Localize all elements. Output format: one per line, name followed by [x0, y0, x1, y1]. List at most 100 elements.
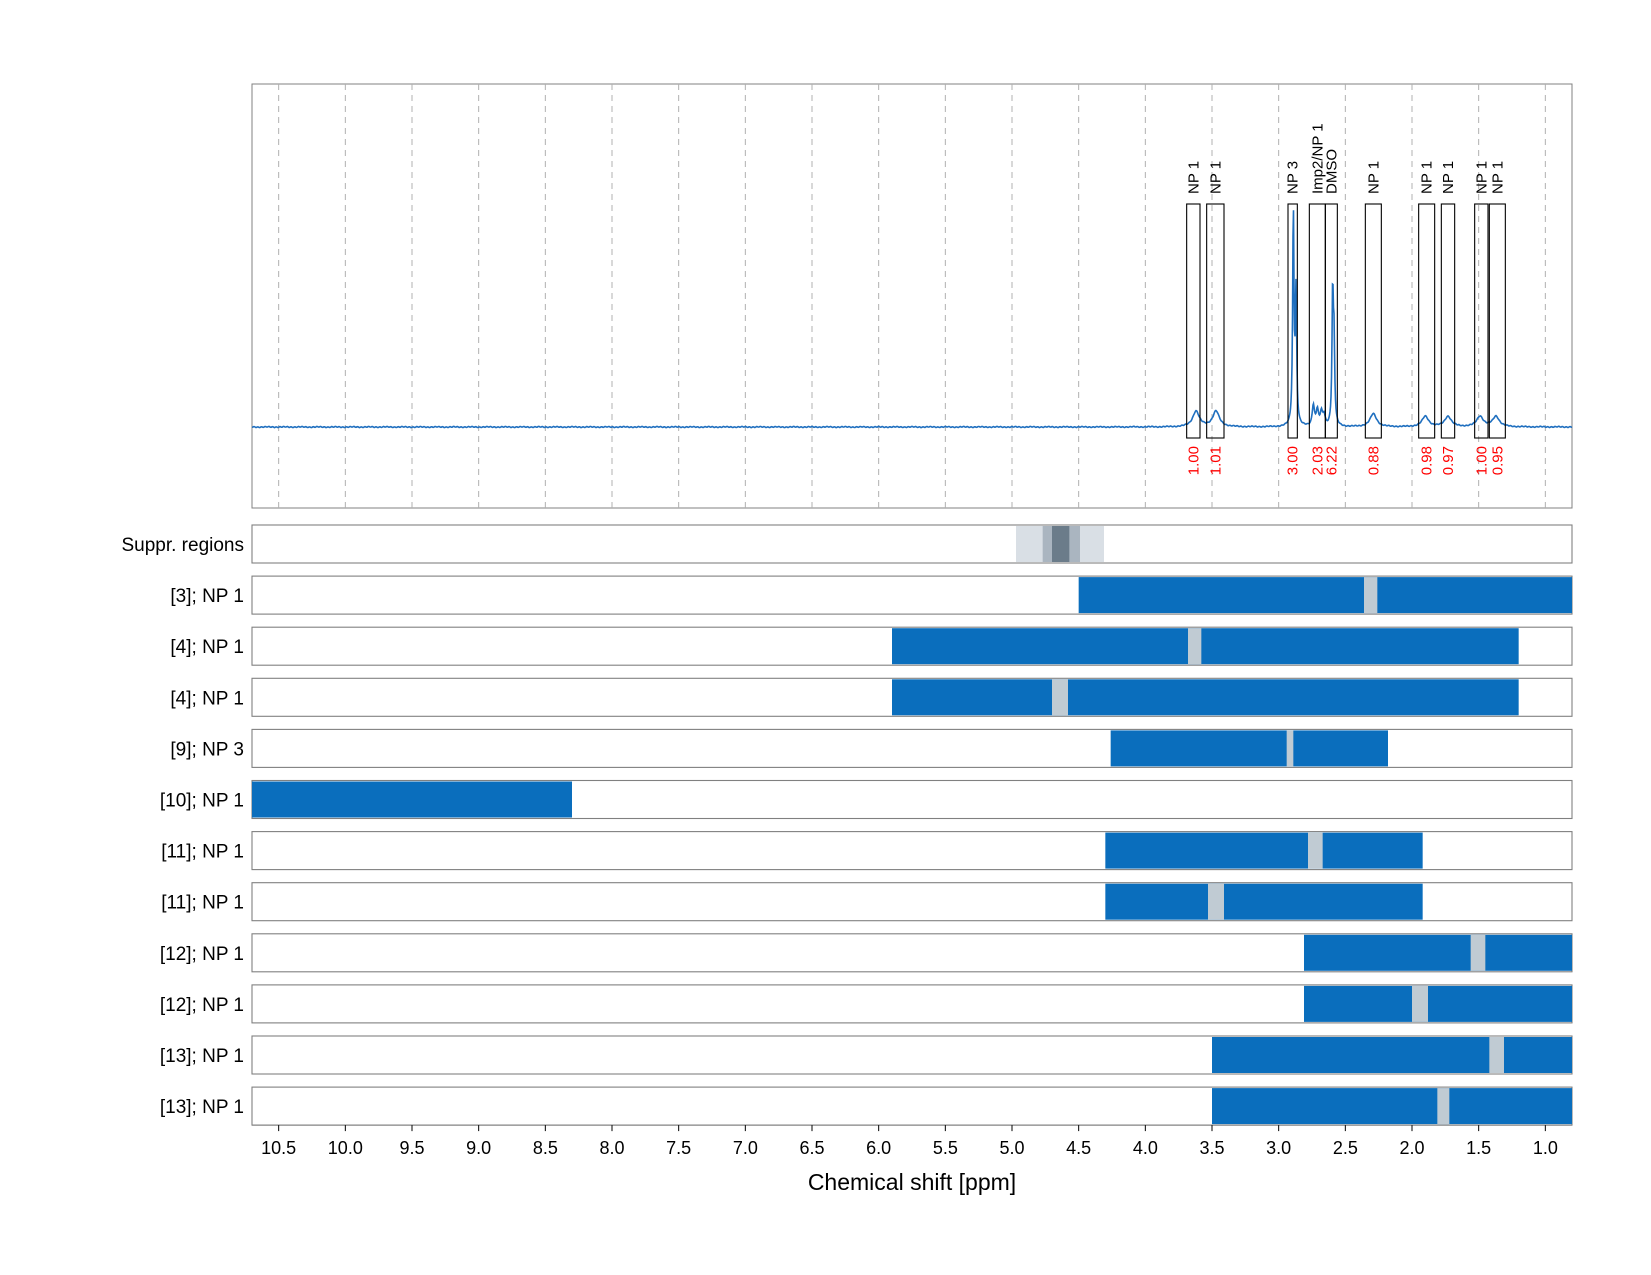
x-tick-label: 2.0 [1399, 1138, 1424, 1158]
range-bar [1212, 1088, 1572, 1125]
integration-label: Imp2/NP 1 [1309, 123, 1326, 194]
range-row: [11]; NP 1 [161, 831, 1573, 871]
row-frame [251, 524, 1573, 564]
row-label: [10]; NP 1 [160, 791, 244, 812]
peak-marker [1188, 628, 1202, 665]
x-axis: 10.5 10.0 9.5 9.0 8.5 8.0 7.5 7.0 6.5 6.0 5.5 5.0 4.… [252, 1124, 1572, 1158]
x-tick-label: 4.0 [1133, 1138, 1158, 1158]
row-label: [11]; NP 1 [161, 842, 244, 863]
integral-value: 3.00 [1285, 446, 1302, 475]
integral-value: 0.97 [1440, 446, 1457, 475]
row-label: [3]; NP 1 [170, 586, 244, 607]
peak-marker [1437, 1088, 1450, 1125]
peak-marker [1364, 577, 1378, 614]
integration-region: NP 1 1.00 [1185, 161, 1202, 475]
peak-marker [1286, 730, 1294, 767]
x-tick-label: 8.5 [533, 1138, 558, 1158]
row-label: [9]; NP 3 [170, 739, 244, 760]
spectrum-line [251, 210, 1573, 429]
range-bar [892, 628, 1519, 665]
integration-region: NP 1 0.88 [1364, 161, 1382, 475]
integration-label: NP 1 [1440, 161, 1457, 194]
range-bar [1110, 730, 1388, 767]
x-tick-label: 2.5 [1333, 1138, 1358, 1158]
integration-region: NP 1 0.97 [1440, 161, 1457, 475]
integration-region: NP 3 3.00 [1285, 161, 1302, 475]
range-bar [1105, 832, 1423, 869]
integration-label: NP 3 [1285, 161, 1302, 194]
x-tick-label: 10.5 [261, 1138, 296, 1158]
peak-marker [1489, 1037, 1504, 1073]
integration-box [1364, 203, 1382, 439]
integration-label: DMSO [1323, 149, 1340, 194]
integral-value: 0.95 [1489, 446, 1506, 475]
integration-label: NP 1 [1207, 161, 1224, 194]
x-tick-label: 7.0 [733, 1138, 758, 1158]
integration-box [1186, 203, 1201, 439]
x-tick-label: 1.5 [1466, 1138, 1491, 1158]
x-tick-label: 5.0 [999, 1138, 1024, 1158]
row-label: [12]; NP 1 [160, 995, 244, 1016]
range-row: [3]; NP 1 [170, 575, 1573, 615]
integration-box [1474, 203, 1489, 439]
integration-region: DMSO 6.22 [1323, 149, 1340, 475]
range-row: [13]; NP 1 [160, 1035, 1573, 1075]
integral-value: 0.88 [1365, 446, 1382, 475]
integration-region: NP 1 1.01 [1206, 161, 1225, 475]
integral-value: 0.98 [1419, 446, 1436, 475]
integration-region: NP 1 1.00 [1473, 161, 1490, 475]
range-row: [9]; NP 3 [170, 728, 1573, 768]
integration-box [1287, 203, 1298, 439]
integration-label: NP 1 [1473, 161, 1490, 194]
range-row: [4]; NP 1 [170, 626, 1573, 666]
range-bar [252, 781, 572, 818]
integral-value: 6.22 [1323, 446, 1340, 475]
integration-label: NP 1 [1365, 161, 1382, 194]
x-tick-label: 3.5 [1199, 1138, 1224, 1158]
row-label: [13]; NP 1 [160, 1046, 244, 1067]
peak-marker [1208, 883, 1224, 920]
integral-value: 1.01 [1207, 446, 1224, 475]
suppression-band-dark [1052, 526, 1070, 562]
x-tick-label: 6.0 [866, 1138, 891, 1158]
range-bar [1304, 934, 1572, 971]
integration-box [1206, 203, 1225, 439]
row-label: [4]; NP 1 [170, 688, 244, 709]
x-tick-label: 5.5 [933, 1138, 958, 1158]
integral-value: 1.00 [1185, 446, 1202, 475]
suppression-row: Suppr. regions [121, 524, 1573, 564]
row-label: [4]; NP 1 [170, 637, 244, 658]
x-tick-label: 1.0 [1533, 1138, 1558, 1158]
x-tick-label: 4.5 [1066, 1138, 1091, 1158]
range-row: [4]; NP 1 [170, 677, 1573, 717]
range-bar [1078, 577, 1572, 614]
x-tick-label: 8.0 [599, 1138, 624, 1158]
integration-region: NP 1 0.98 [1418, 161, 1436, 475]
row-label: Suppr. regions [121, 535, 244, 556]
integration-label: NP 1 [1419, 161, 1436, 194]
range-row: [10]; NP 1 [160, 779, 1573, 820]
range-bar [892, 679, 1519, 716]
peak-marker [1052, 679, 1068, 716]
integration-box [1488, 203, 1506, 439]
range-bar [1304, 985, 1572, 1022]
integral-value: 1.00 [1473, 446, 1490, 475]
x-tick-label: 9.0 [466, 1138, 491, 1158]
x-tick-label: 9.5 [399, 1138, 424, 1158]
range-bar [1105, 883, 1423, 920]
range-row: [13]; NP 1 [160, 1086, 1573, 1126]
grid-lines [278, 84, 1546, 508]
integral-value: 2.03 [1309, 446, 1326, 475]
peak-marker [1412, 985, 1428, 1022]
spectrum-frame [251, 83, 1573, 509]
range-bar [1212, 1037, 1572, 1073]
x-tick-label: 6.5 [799, 1138, 824, 1158]
integration-label: NP 1 [1185, 161, 1202, 194]
integration-region: NP 1 0.95 [1488, 161, 1506, 475]
spectrum-line-group [251, 210, 1573, 429]
x-tick-label: 3.0 [1266, 1138, 1291, 1158]
integration-label: NP 1 [1489, 161, 1506, 194]
